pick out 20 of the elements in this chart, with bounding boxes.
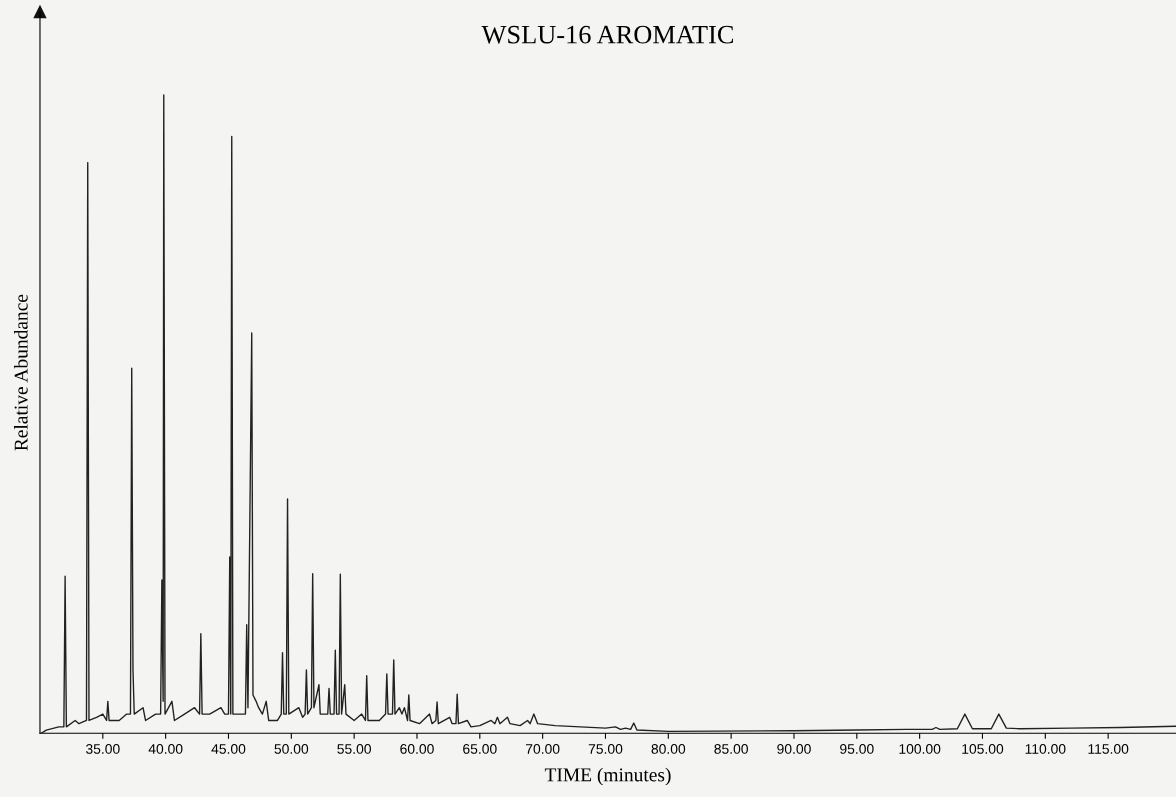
x-tick-label: 45.00 [211, 744, 246, 754]
x-tick-label: 90.00 [777, 744, 811, 754]
x-tick-label: 65.00 [463, 744, 497, 754]
x-tick-label: 85.00 [714, 744, 748, 754]
x-tick-label: 35.00 [85, 744, 120, 754]
y-axis-title: Relative Abundance [14, 294, 28, 451]
x-tick-label: 55.00 [337, 744, 371, 754]
x-tick-label: 110.00 [1025, 744, 1066, 754]
x-tick-label: 75.00 [588, 744, 623, 754]
x-tick-label: 105.00 [962, 744, 1004, 754]
x-tick-label: 60.00 [400, 744, 434, 754]
x-tick-label: 100.00 [899, 744, 941, 754]
x-tick-label: 40.00 [148, 744, 183, 754]
x-tick-label: 115.00 [1088, 744, 1129, 754]
x-tick-label: 95.00 [840, 744, 874, 754]
x-axis-title: TIME (minutes) [544, 767, 671, 786]
x-tick-label: 80.00 [651, 744, 686, 754]
chart-title: WSLU-16 AROMATIC [481, 25, 733, 44]
x-tick-label: 50.00 [274, 744, 309, 754]
x-tick-label: 70.00 [525, 744, 560, 754]
